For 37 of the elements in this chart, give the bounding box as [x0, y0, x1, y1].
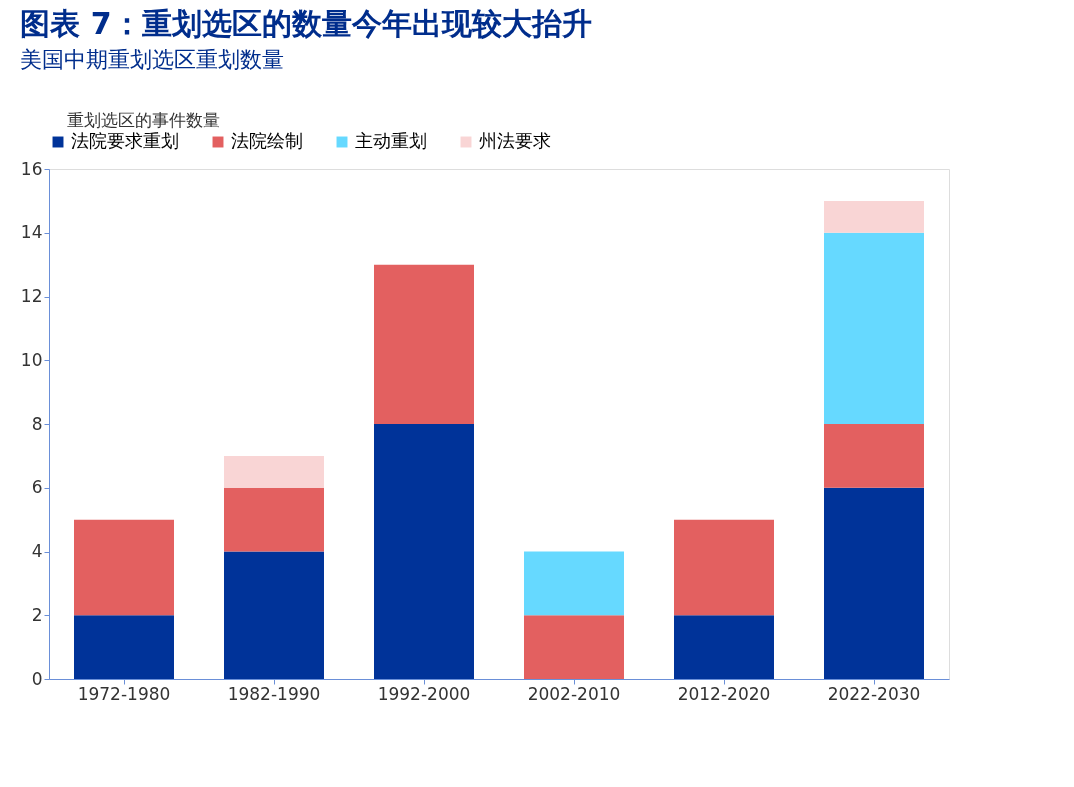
y-tick-label: 4 [31, 541, 43, 561]
x-tick-label: 2002-2010 [527, 683, 621, 704]
bar [374, 424, 474, 679]
y-tick-label: 14 [20, 222, 43, 243]
bar [224, 455, 324, 488]
y-tick-label: 12 [20, 286, 43, 306]
bar [824, 200, 924, 233]
bar [824, 424, 924, 488]
legend-label: 法院绘制 [231, 130, 303, 151]
chart-title: 图表 7：重划选区的数量今年出现较大抬升 [20, 6, 592, 41]
bar [224, 487, 324, 552]
y-tick-label: 10 [20, 349, 43, 370]
x-tick-label: 2022-2030 [827, 683, 921, 704]
y-tick-label: 16 [20, 158, 43, 179]
x-tick-label: 2012-2020 [677, 683, 771, 704]
bar [374, 264, 474, 424]
legend-label: 主动重划 [355, 130, 427, 151]
x-tick-label: 1972-1980 [77, 683, 171, 704]
y-tick-label: 8 [31, 413, 43, 434]
bar [674, 615, 774, 679]
bar [74, 519, 174, 616]
bar [674, 519, 774, 616]
y-axis-title: 重划选区的事件数量 [66, 109, 220, 130]
bar [824, 487, 924, 679]
y-tick-label: 2 [31, 604, 43, 625]
bar [824, 232, 924, 424]
x-tick-label: 1982-1990 [227, 683, 321, 704]
y-tick-label: 0 [31, 668, 43, 689]
legend-label: 州法要求 [479, 130, 551, 151]
bar [524, 615, 624, 679]
bar [74, 615, 174, 679]
x-tick-label: 1992-2000 [377, 683, 471, 704]
bar [524, 551, 624, 616]
bar [224, 551, 324, 679]
y-tick-label: 6 [31, 477, 43, 498]
chart-subtitle: 美国中期重划选区重划数量 [20, 47, 285, 72]
legend-label: 法院要求重划 [71, 130, 179, 151]
